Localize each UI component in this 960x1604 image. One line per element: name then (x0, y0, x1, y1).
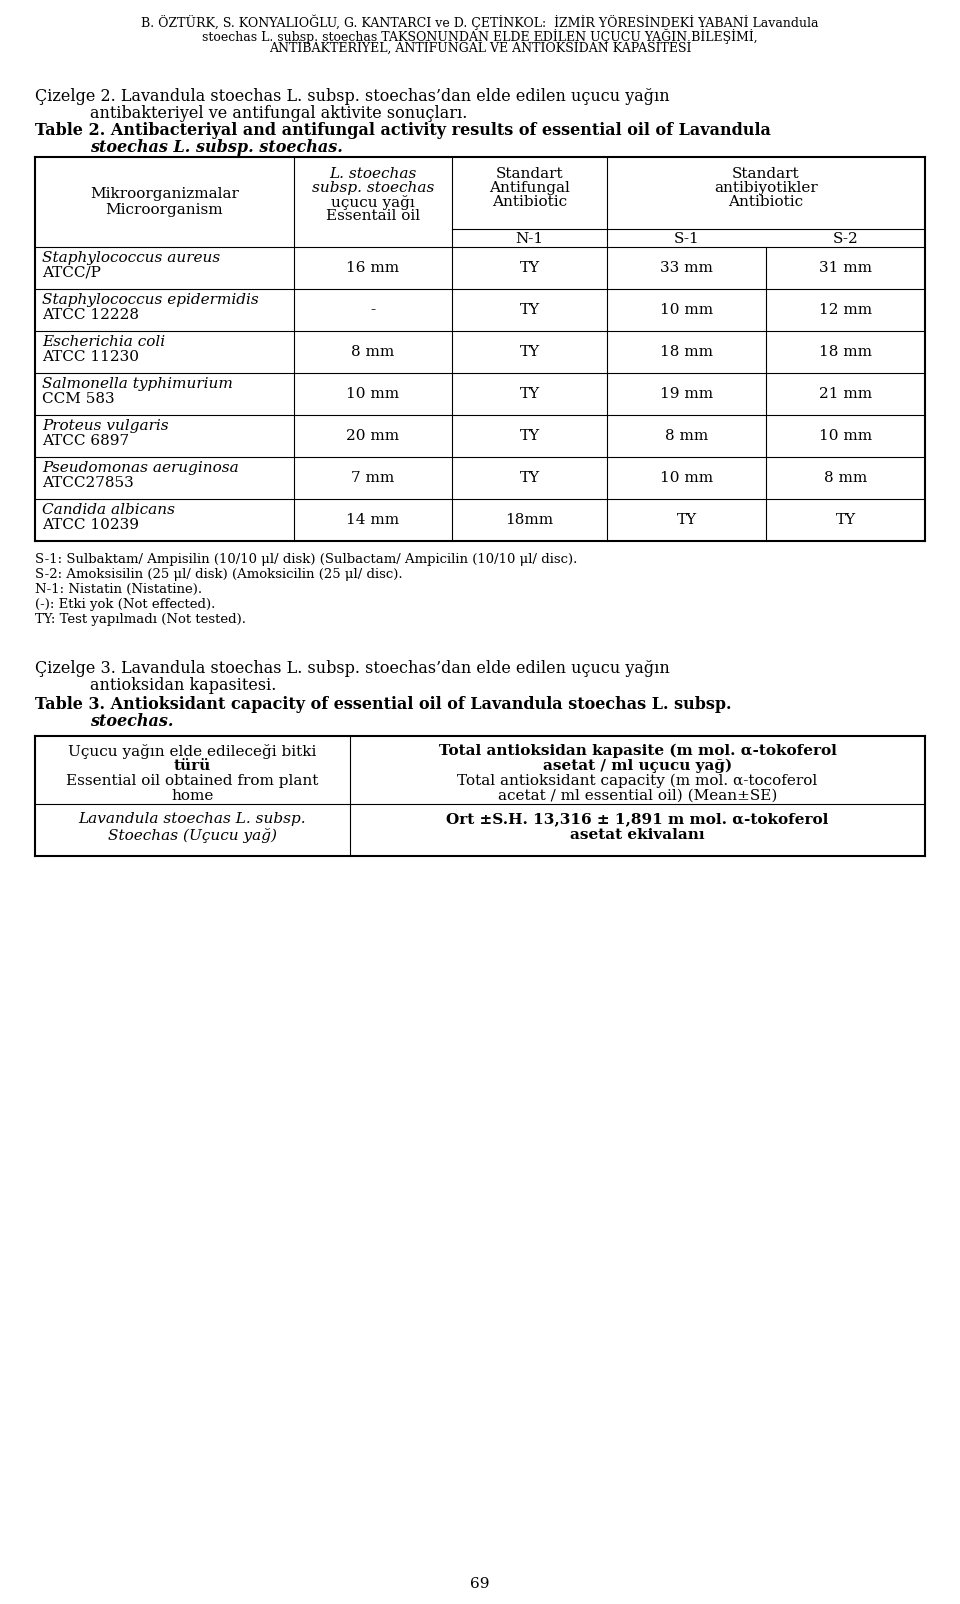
Text: 14 mm: 14 mm (347, 513, 399, 528)
Text: Proteus vulgaris: Proteus vulgaris (42, 419, 169, 433)
Text: 10 mm: 10 mm (660, 303, 713, 318)
Text: ATCC27853: ATCC27853 (42, 476, 133, 489)
Text: TY: TY (519, 472, 540, 484)
Text: 33 mm: 33 mm (660, 261, 713, 274)
Text: Pseudomonas aeruginosa: Pseudomonas aeruginosa (42, 460, 239, 475)
Text: TY: Test yapılmadı (Not tested).: TY: Test yapılmadı (Not tested). (35, 613, 246, 626)
Text: Essentail oil: Essentail oil (326, 209, 420, 223)
Text: 12 mm: 12 mm (819, 303, 872, 318)
Text: 10 mm: 10 mm (819, 428, 872, 443)
Text: 20 mm: 20 mm (347, 428, 399, 443)
Text: Mikroorganizmalar: Mikroorganizmalar (90, 188, 239, 200)
Text: Standart: Standart (732, 167, 800, 181)
Text: antibiyotikler: antibiyotikler (714, 181, 818, 196)
Text: subsp. stoechas: subsp. stoechas (312, 181, 434, 196)
Text: 21 mm: 21 mm (819, 387, 872, 401)
Text: ATCC 6897: ATCC 6897 (42, 435, 130, 448)
Text: S-2: S-2 (832, 233, 858, 245)
Text: (-): Etki yok (Not effected).: (-): Etki yok (Not effected). (35, 598, 215, 611)
Text: TY: TY (835, 513, 855, 528)
Text: TY: TY (519, 387, 540, 401)
Text: uçucu yağı: uçucu yağı (331, 196, 415, 210)
Text: 19 mm: 19 mm (660, 387, 713, 401)
Text: S-1: Sulbaktam/ Ampisilin (10/10 μl/ disk) (Sulbactam/ Ampicilin (10/10 μl/ disc: S-1: Sulbaktam/ Ampisilin (10/10 μl/ dis… (35, 553, 577, 566)
Text: asetat / ml uçucu yağ): asetat / ml uçucu yağ) (542, 759, 732, 773)
Text: Table 3. Antioksidant capacity of essential oil of Lavandula stoechas L. subsp.: Table 3. Antioksidant capacity of essent… (35, 696, 732, 714)
Text: ATCC 12228: ATCC 12228 (42, 308, 139, 322)
Text: ATCC 11230: ATCC 11230 (42, 350, 139, 364)
Text: Stoechas (Uçucu yağ): Stoechas (Uçucu yağ) (108, 828, 277, 844)
Text: 7 mm: 7 mm (351, 472, 395, 484)
Text: stoechas L. subsp. stoechas TAKSONUNDAN ELDE EDİLEN UÇUCU YAĞIN BİLEŞİMİ,: stoechas L. subsp. stoechas TAKSONUNDAN … (203, 27, 757, 43)
Text: Antibiotic: Antibiotic (729, 196, 804, 209)
Text: L. stoechas: L. stoechas (329, 167, 417, 181)
Text: N-1: N-1 (516, 233, 543, 245)
Text: Salmonella typhimurium: Salmonella typhimurium (42, 377, 233, 391)
Text: asetat ekivalanı: asetat ekivalanı (570, 828, 705, 842)
Text: Staphylococcus epidermidis: Staphylococcus epidermidis (42, 294, 259, 306)
Text: 16 mm: 16 mm (347, 261, 399, 274)
Text: -: - (371, 303, 375, 318)
Text: acetat / ml essential oil) (Mean±SE): acetat / ml essential oil) (Mean±SE) (498, 789, 778, 804)
Text: TY: TY (677, 513, 697, 528)
Text: Lavandula stoechas L. subsp.: Lavandula stoechas L. subsp. (79, 812, 306, 826)
Text: S-1: S-1 (674, 233, 700, 245)
Text: antioksidan kapasitesi.: antioksidan kapasitesi. (90, 677, 276, 695)
Text: türü: türü (174, 759, 211, 773)
Text: 18 mm: 18 mm (819, 345, 872, 359)
Text: home: home (171, 789, 214, 804)
Text: Candida albicans: Candida albicans (42, 504, 175, 516)
Text: 31 mm: 31 mm (819, 261, 872, 274)
Text: TY: TY (519, 428, 540, 443)
Text: stoechas L. subsp. stoechas.: stoechas L. subsp. stoechas. (90, 140, 343, 156)
Text: TY: TY (519, 261, 540, 274)
Text: ANTİBAKTERİYEL, ANTİFUNGAL VE ANTİOKSİDAN KAPASİTESİ: ANTİBAKTERİYEL, ANTİFUNGAL VE ANTİOKSİDA… (269, 42, 691, 56)
Text: TY: TY (519, 303, 540, 318)
Text: N-1: Nistatin (Nistatine).: N-1: Nistatin (Nistatine). (35, 582, 203, 597)
Text: CCM 583: CCM 583 (42, 391, 114, 406)
Text: 10 mm: 10 mm (660, 472, 713, 484)
Text: S-2: Amoksisilin (25 μl/ disk) (Amoksicilin (25 μl/ disc).: S-2: Amoksisilin (25 μl/ disk) (Amoksici… (35, 568, 402, 581)
Text: Microorganism: Microorganism (106, 204, 224, 217)
Text: Standart: Standart (495, 167, 564, 181)
Text: 18mm: 18mm (505, 513, 554, 528)
Text: 8 mm: 8 mm (824, 472, 867, 484)
Text: TY: TY (519, 345, 540, 359)
Text: Escherichia coli: Escherichia coli (42, 335, 165, 350)
Text: Çizelge 3. Lavandula stoechas L. subsp. stoechas’dan elde edilen uçucu yağın: Çizelge 3. Lavandula stoechas L. subsp. … (35, 659, 670, 677)
Text: Ort ±S.H. 13,316 ± 1,891 m mol. α-tokoferol: Ort ±S.H. 13,316 ± 1,891 m mol. α-tokofe… (446, 812, 828, 826)
Text: B. ÖZTÜRK, S. KONYALIOĞLU, G. KANTARCI ve D. ÇETİNKOL:  İZMİR YÖRESİNDEKİ YABANİ: B. ÖZTÜRK, S. KONYALIOĞLU, G. KANTARCI v… (141, 14, 819, 29)
Text: antibakteriyel ve antifungal aktivite sonuçları.: antibakteriyel ve antifungal aktivite so… (90, 104, 468, 122)
Text: 8 mm: 8 mm (351, 345, 395, 359)
Text: 10 mm: 10 mm (347, 387, 399, 401)
Text: ATCC/P: ATCC/P (42, 266, 101, 281)
Text: Essential oil obtained from plant: Essential oil obtained from plant (66, 775, 319, 788)
Text: Antibiotic: Antibiotic (492, 196, 567, 209)
Text: stoechas.: stoechas. (90, 714, 174, 730)
Text: Table 2. Antibacteriyal and antifungal activity results of essential oil of Lava: Table 2. Antibacteriyal and antifungal a… (35, 122, 771, 140)
Text: Total antioksidan kapasite (m mol. α-tokoferol: Total antioksidan kapasite (m mol. α-tok… (439, 744, 836, 759)
Text: Uçucu yağın elde edileceği bitki: Uçucu yağın elde edileceği bitki (68, 744, 317, 759)
Text: 8 mm: 8 mm (665, 428, 708, 443)
Text: 69: 69 (470, 1577, 490, 1591)
Text: Staphylococcus aureus: Staphylococcus aureus (42, 250, 220, 265)
Text: Total antioksidant capacity (m mol. α-tocoferol: Total antioksidant capacity (m mol. α-to… (457, 775, 818, 789)
Text: 18 mm: 18 mm (660, 345, 713, 359)
Text: ATCC 10239: ATCC 10239 (42, 518, 139, 533)
Text: Antifungal: Antifungal (489, 181, 570, 196)
Text: Çizelge 2. Lavandula stoechas L. subsp. stoechas’dan elde edilen uçucu yağın: Çizelge 2. Lavandula stoechas L. subsp. … (35, 88, 670, 104)
